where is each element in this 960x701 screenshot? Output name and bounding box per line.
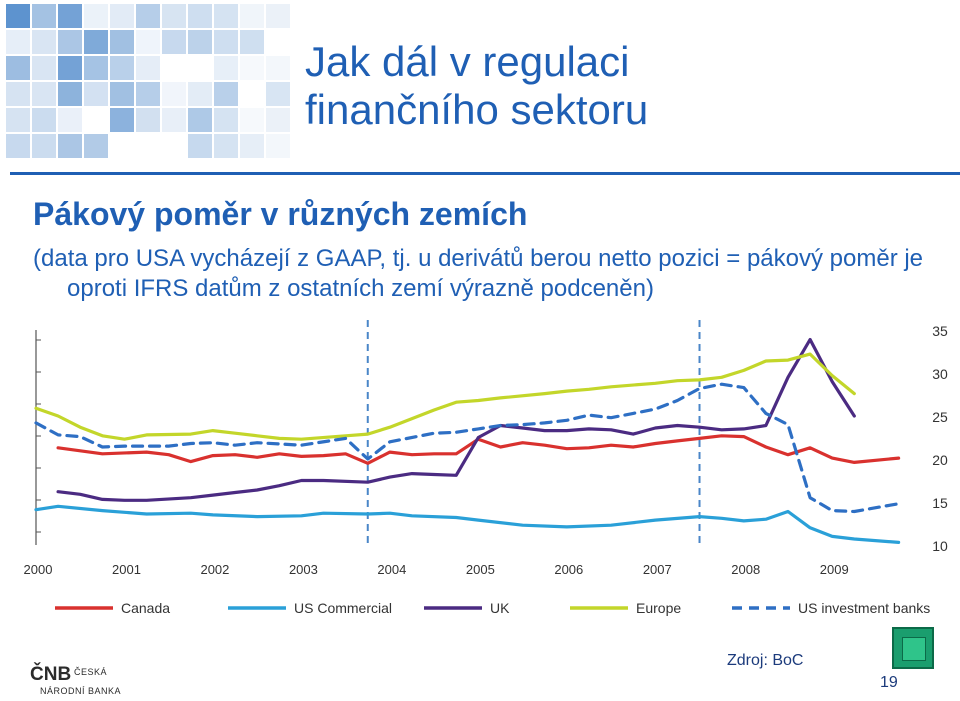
x-tick-label: 2001 — [112, 562, 141, 577]
mosaic-tile — [240, 30, 264, 54]
mosaic-tile — [240, 56, 264, 80]
mosaic-tile — [188, 134, 212, 158]
mosaic-tile — [6, 108, 30, 132]
mosaic-tile — [32, 4, 56, 28]
mosaic-tile — [188, 108, 212, 132]
series-line — [34, 504, 901, 544]
mosaic-tile — [110, 56, 134, 80]
mosaic-tile — [266, 134, 290, 158]
mosaic-tile — [84, 56, 108, 80]
mosaic-tile — [266, 56, 290, 80]
mosaic-tile — [240, 4, 264, 28]
legend-label: US investment banks — [798, 600, 930, 616]
legend-label: Canada — [121, 600, 170, 616]
x-tick-label: 2008 — [731, 562, 760, 577]
mosaic-tile — [214, 108, 238, 132]
x-tick-label: 2003 — [289, 562, 318, 577]
x-tick-label: 2009 — [820, 562, 849, 577]
mosaic-tile — [214, 134, 238, 158]
next-slide-button[interactable] — [892, 627, 934, 669]
mosaic-tile — [6, 134, 30, 158]
x-tick-label: 2005 — [466, 562, 495, 577]
mosaic-tile — [32, 134, 56, 158]
mosaic-tile — [58, 108, 82, 132]
y-tick-label: 25 — [932, 409, 948, 425]
mosaic-tile — [58, 4, 82, 28]
mosaic-tile — [136, 82, 160, 106]
mosaic-tile — [136, 56, 160, 80]
legend-label: UK — [490, 600, 510, 616]
logo-line-1: ČESKÁ — [74, 667, 108, 677]
title-divider — [10, 172, 960, 175]
mosaic-tile — [266, 108, 290, 132]
mosaic-tile — [188, 82, 212, 106]
title-line-1: Jak dál v regulaci — [305, 38, 630, 85]
logo-line-2: NÁRODNÍ BANKA — [40, 686, 122, 696]
x-tick-label: 2002 — [200, 562, 229, 577]
mosaic-tile — [32, 82, 56, 106]
logo-mark: ČNB — [30, 664, 72, 685]
mosaic-tile — [6, 30, 30, 54]
mosaic-tile — [110, 30, 134, 54]
mosaic-tile — [58, 134, 82, 158]
mosaic-tile — [110, 4, 134, 28]
legend-label: US Commercial — [294, 600, 392, 616]
mosaic-tile — [136, 108, 160, 132]
mosaic-tile — [32, 30, 56, 54]
mosaic-tile — [84, 134, 108, 158]
mosaic-tile — [110, 82, 134, 106]
mosaic-tile — [162, 108, 186, 132]
mosaic-tile — [32, 108, 56, 132]
mosaic-tile — [84, 4, 108, 28]
slide-title: Jak dál v regulaci finančního sektoru — [305, 38, 648, 134]
x-tick-label: 2006 — [554, 562, 583, 577]
source-label: Zdroj: BoC — [727, 652, 804, 669]
mosaic-tile — [58, 30, 82, 54]
mosaic-tile — [162, 30, 186, 54]
mosaic-tile — [266, 4, 290, 28]
mosaic-tile — [32, 56, 56, 80]
mosaic-tile — [6, 56, 30, 80]
slide-subtitle: Pákový poměr v různých zemích — [33, 196, 528, 232]
x-tick-label: 2000 — [24, 562, 53, 577]
mosaic-tile — [84, 82, 108, 106]
mosaic-tile — [162, 4, 186, 28]
mosaic-tile — [214, 82, 238, 106]
series-line — [56, 337, 856, 502]
mosaic-tile — [214, 56, 238, 80]
title-line-2: finančního sektoru — [305, 86, 649, 133]
mosaic-tile — [240, 134, 264, 158]
mosaic-tile — [266, 82, 290, 106]
mosaic-tile — [6, 82, 30, 106]
y-tick-label: 15 — [932, 495, 948, 511]
mosaic-tile — [188, 30, 212, 54]
mosaic-tile — [240, 108, 264, 132]
y-tick-label: 20 — [932, 452, 948, 468]
series-line — [34, 352, 856, 441]
mosaic-tile — [136, 30, 160, 54]
mosaic-tile — [110, 108, 134, 132]
y-tick-label: 30 — [932, 366, 948, 382]
cnb-logo: ČNB ČESKÁ NÁRODNÍ BANKA — [30, 662, 130, 698]
page-number: 19 — [880, 674, 898, 691]
leverage-line-chart: 10 15 20 25 30 35 2000 2001 2002 2003 2004 2005 2006… — [24, 320, 948, 616]
legend-label: Europe — [636, 600, 681, 616]
mosaic-tile — [58, 82, 82, 106]
mosaic-tile — [162, 82, 186, 106]
mosaic-tile — [188, 4, 212, 28]
x-tick-label: 2004 — [377, 562, 406, 577]
mosaic-tile — [6, 4, 30, 28]
mosaic-tile — [84, 30, 108, 54]
mosaic-tile — [136, 4, 160, 28]
series-line — [34, 382, 901, 514]
data-note: (data pro USA vycházejí z GAAP, tj. u de… — [33, 245, 924, 302]
series-line — [56, 434, 901, 465]
y-tick-label: 10 — [932, 538, 948, 554]
header-mosaic — [0, 0, 290, 165]
mosaic-tile — [214, 4, 238, 28]
x-tick-label: 2007 — [643, 562, 672, 577]
mosaic-tile — [214, 30, 238, 54]
y-tick-label: 35 — [932, 323, 948, 339]
mosaic-tile — [58, 56, 82, 80]
